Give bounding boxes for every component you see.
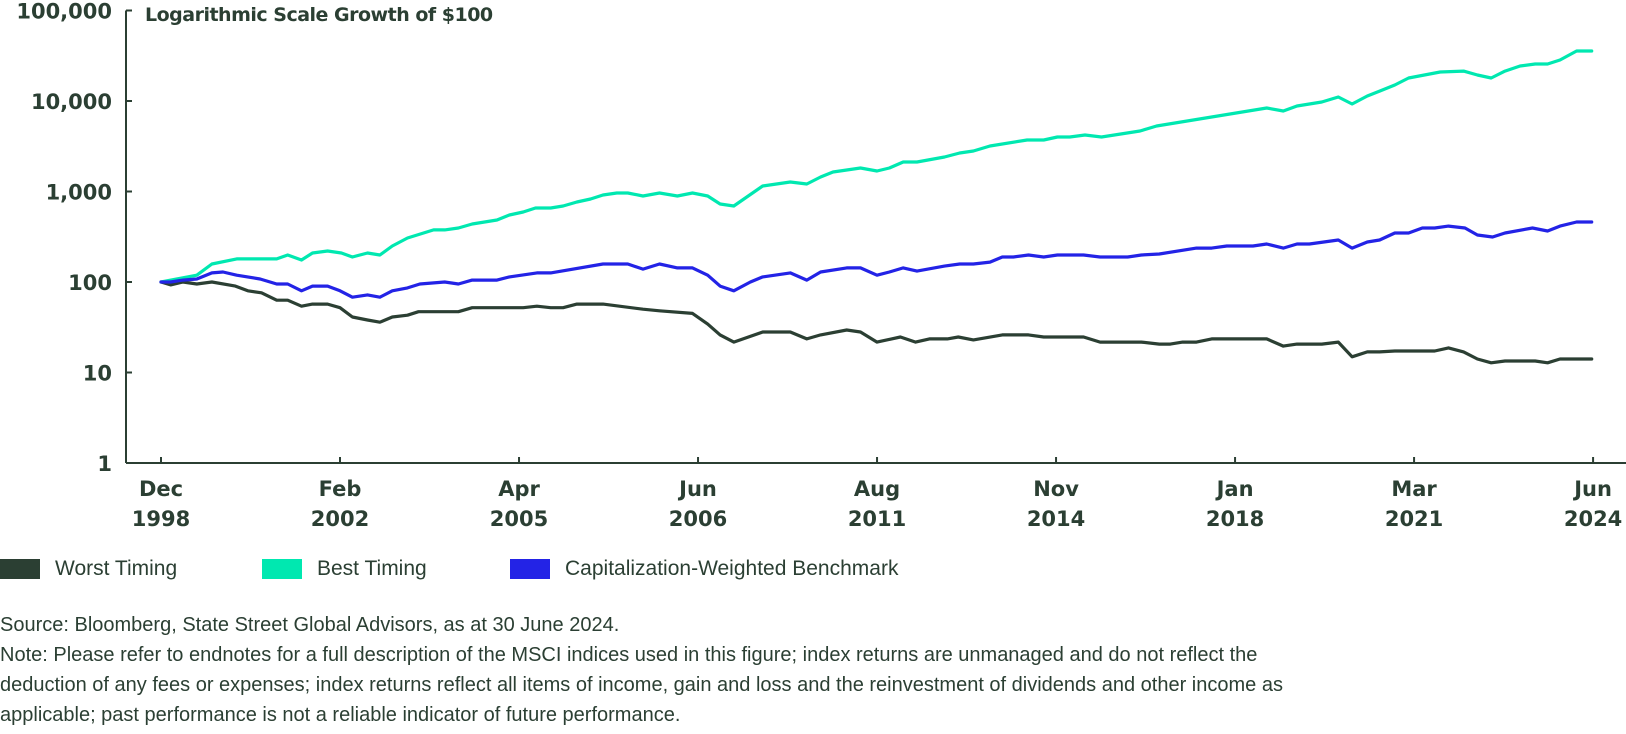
disclaimer-line: Note: Please refer to endnotes for a ful… [0,644,1258,666]
x-tick-label: 2024 [1564,507,1622,531]
x-tick-label: Apr [498,477,540,501]
y-tick-label: 100,000 [16,0,112,24]
x-tick-label: 1998 [132,507,190,531]
series-lines [159,49,1594,365]
x-tick-label: Jun [677,477,717,501]
legend-label: Capitalization-Weighted Benchmark [565,557,899,580]
legend-item-best-timing: Best Timing [262,557,427,580]
legend-item-worst-timing: Worst Timing [0,557,178,580]
legend-swatch-benchmark [510,559,550,579]
x-tick-label: Mar [1391,477,1437,501]
x-tick-label: 2006 [669,507,727,531]
x-tick-label: 2002 [311,507,369,531]
legend-label: Best Timing [317,557,427,580]
series-line-worst-timing [159,280,1594,365]
x-tick-label: Feb [319,477,362,501]
legend-swatch-worst-timing [0,559,40,579]
x-tick-label: Nov [1033,477,1079,501]
axes: 100,000 10,000 1,000 100 10 1 Dec 1998 Feb 2002 Ap… [16,0,1626,531]
disclaimer-line: applicable; past performance is not a re… [0,704,681,726]
series-line-best-timing [159,49,1594,284]
x-tick-label: Jun [1572,477,1612,501]
x-tick-label: Aug [854,477,900,501]
x-tick-label: 2011 [848,507,906,531]
legend-swatch-best-timing [262,559,302,579]
x-tick-label: Dec [139,477,183,501]
x-tick-label: Jan [1215,477,1254,501]
y-tick-label: 10,000 [31,90,112,114]
series-line-capitalization-weighted-benchmark [159,220,1594,299]
y-tick-label: 100 [68,271,112,295]
growth-line-chart: Logarithmic Scale Growth of $100 100,000… [16,0,1626,531]
legend-item-benchmark: Capitalization-Weighted Benchmark [510,557,899,580]
chart-title: Logarithmic Scale Growth of $100 [145,4,493,26]
x-tick-label: 2021 [1385,507,1443,531]
y-tick-label: 1,000 [46,181,112,205]
legend-label: Worst Timing [55,557,178,580]
chart-notes: Source: Bloomberg, State Street Global A… [0,610,1620,730]
x-tick-label: 2014 [1027,507,1085,531]
x-tick-label: 2005 [490,507,548,531]
source-note: Source: Bloomberg, State Street Global A… [0,614,620,636]
disclaimer-line: deduction of any fees or expenses; index… [0,674,1283,696]
x-tick-label: 2018 [1206,507,1264,531]
y-tick-label: 10 [83,362,112,386]
y-tick-label: 1 [97,452,112,476]
